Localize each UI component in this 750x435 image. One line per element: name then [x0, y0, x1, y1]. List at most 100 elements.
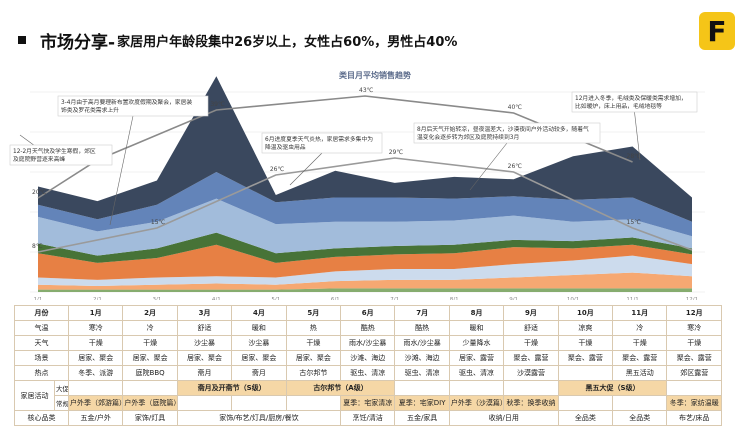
- area-series-4: [38, 244, 692, 280]
- table-cell: [394, 380, 450, 396]
- x-tick-label: 5/1: [271, 297, 280, 300]
- table-cell: 聚会、露营: [666, 350, 722, 366]
- table-cell: 古尔邦节: [285, 365, 342, 381]
- table-cell: 五金/户外: [67, 410, 124, 426]
- annotation-text: 6月进度夏季天气炎热，家居需求多集中为降温及驱虫用品: [265, 135, 373, 151]
- temperature-line-low-tail: [632, 227, 693, 251]
- row-label: 场景: [14, 350, 69, 366]
- table-cell: 斋月: [176, 365, 233, 381]
- table-cell: [176, 395, 233, 411]
- table-cell: 酷热: [340, 320, 396, 336]
- table-row: 热点 冬季、派游 庭院BBQ 斋月 斋月 古尔邦节 驱虫、清凉 驱虫、清凉 驱虫、清凉 沙漠露营黑…: [14, 365, 722, 381]
- table-cell: 干燥: [666, 335, 722, 351]
- table-cell: 沙漠露营: [503, 365, 559, 381]
- table-cell: 10月: [557, 305, 614, 321]
- table-cell: 郊区露营: [666, 365, 722, 381]
- temperature-label: 39℃: [210, 101, 225, 108]
- table-cell: [448, 380, 505, 396]
- table-cell: 黑五活动: [612, 365, 668, 381]
- table-cell: 庭院BBQ: [122, 365, 178, 381]
- table-cell: [557, 365, 614, 381]
- x-tick-label: 4/1: [212, 297, 221, 300]
- table-cell: 居家、聚会: [67, 350, 124, 366]
- calendar-table: 月份 1月 2月 3月 4月 5月 6月 7月 8月 9月 10月 11月 12月 气温 寒冷冷舒适 暖和热酷…: [14, 305, 722, 426]
- x-tick-label: 1/1: [34, 297, 43, 300]
- table-cell: 秋季：换季收纳: [503, 395, 559, 411]
- table-cell: [67, 380, 124, 396]
- table-cell: 1月: [67, 305, 124, 321]
- table-cell: 寒冷: [666, 320, 722, 336]
- table-cell: 干燥: [557, 335, 614, 351]
- row-label: 天气: [14, 335, 69, 351]
- row-label: 气温: [14, 320, 69, 336]
- table-cell: [122, 380, 178, 396]
- x-tick-label: 11/1: [626, 297, 638, 300]
- table-row: 常规 户外季（郊游篇） 户外季（庭院篇） 夏季：宅家清凉 夏季：宅家DIY 户外季（沙漠篇…: [15, 395, 722, 411]
- table-cell: 沙尘暴: [176, 335, 233, 351]
- table-cell: 3月: [176, 305, 233, 321]
- table-cell: 五金/家具: [394, 410, 450, 426]
- table-cell: 夏季：宅家清凉: [340, 395, 396, 411]
- x-tick-label: 7/1: [390, 297, 399, 300]
- table-cell: 少量降水: [448, 335, 505, 351]
- x-tick-label: 6/1: [331, 297, 340, 300]
- table-cell: 居家、聚会: [122, 350, 178, 366]
- table-cell: 雨水/沙尘暴: [394, 335, 450, 351]
- table-cell: 4月: [231, 305, 287, 321]
- x-axis-ticks: 1/1 2/1 3/1 4/1 5/1 6/1 7/1 8/1 9/1 10/1 11/1 12/1: [34, 297, 699, 300]
- table-cell: 热: [285, 320, 342, 336]
- annotation-box: [57, 95, 209, 117]
- table-cell: 酷热: [394, 320, 450, 336]
- table-cell: 舒适: [176, 320, 233, 336]
- annotation-box: [261, 132, 383, 154]
- x-tick-label: 2/1: [93, 297, 102, 300]
- table-cell: 寒冷: [67, 320, 124, 336]
- temperature-label: 15℃: [627, 219, 642, 226]
- temperature-line-low: [37, 157, 633, 253]
- table-cell: 斋月: [231, 365, 287, 381]
- temperature-label: 28℃: [627, 153, 642, 160]
- x-tick-label: 10/1: [567, 297, 579, 300]
- table-cell: 冬季：家纺温暖: [666, 395, 722, 411]
- row-sublabel: 大促: [54, 380, 69, 396]
- table-cell: 驱虫、清凉: [340, 365, 396, 381]
- table-cell: 干燥: [67, 335, 124, 351]
- annotation-text: 12-2月天气快及学生寒假，郊区及庭院野营逐来高峰: [13, 147, 96, 163]
- table-cell: 暖和: [448, 320, 505, 336]
- temperature-label: 29℃: [389, 149, 404, 156]
- table-row: 家居活动 大促 斋月及开斋节（S级） 古尔邦节（A级） 黑五大促（S级）: [14, 380, 722, 411]
- table-cell: [612, 395, 668, 411]
- table-cell: 沙尘暴: [231, 335, 287, 351]
- area-series-3: [38, 255, 692, 286]
- table-cell: [285, 395, 342, 411]
- area-series-7: [38, 172, 692, 237]
- table-cell: 家饰/布艺/灯具/厨房/餐饮: [176, 410, 342, 426]
- annotation-box: [571, 91, 698, 113]
- table-cell: 黑五大促（S级）: [557, 380, 668, 396]
- table-cell: 古尔邦节（A级）: [285, 380, 396, 396]
- annotation-text: 12月进入冬季，毛绒类及保暖类需求增加，比如暖炉，床上用品，毛绒地毯等: [575, 94, 687, 110]
- sales-trend-chart: 类目月平均销售趋势 20℃28℃39℃43℃40℃28℃8℃15℃26℃29℃2…: [9, 70, 705, 300]
- table-cell: 干燥: [503, 335, 559, 351]
- table-cell: [666, 380, 722, 396]
- chart-annotations: 12-2月天气快及学生寒假，郊区及庭院野营逐来高峰 3-4月由于高月要理新布置欢度…: [9, 91, 698, 226]
- table-cell: 布艺/床品: [666, 410, 722, 426]
- table-cell: 夏季：宅家DIY: [394, 395, 450, 411]
- table-cell: 居家、聚会: [285, 350, 342, 366]
- x-tick-label: 8/1: [450, 297, 459, 300]
- bullet-square: [18, 36, 26, 44]
- table-cell: 冷: [612, 320, 668, 336]
- area-series-5: [38, 232, 692, 263]
- table-cell: 居家、聚会: [231, 350, 287, 366]
- annotation-box: [413, 122, 601, 144]
- table-cell: 冷: [122, 320, 178, 336]
- table-cell: 凉爽: [557, 320, 614, 336]
- table-cell: 居家、聚会: [176, 350, 233, 366]
- table-cell: 雨水/沙尘暴: [340, 335, 396, 351]
- table-cell: 户外季（庭院篇）: [122, 395, 178, 411]
- table-cell: 12月: [666, 305, 722, 321]
- table-cell: 收纳/日用: [448, 410, 559, 426]
- row-sublabel: 常规: [54, 395, 69, 411]
- table-cell: 沙滩、海边: [340, 350, 396, 366]
- table-cell: 聚会、露营: [612, 350, 668, 366]
